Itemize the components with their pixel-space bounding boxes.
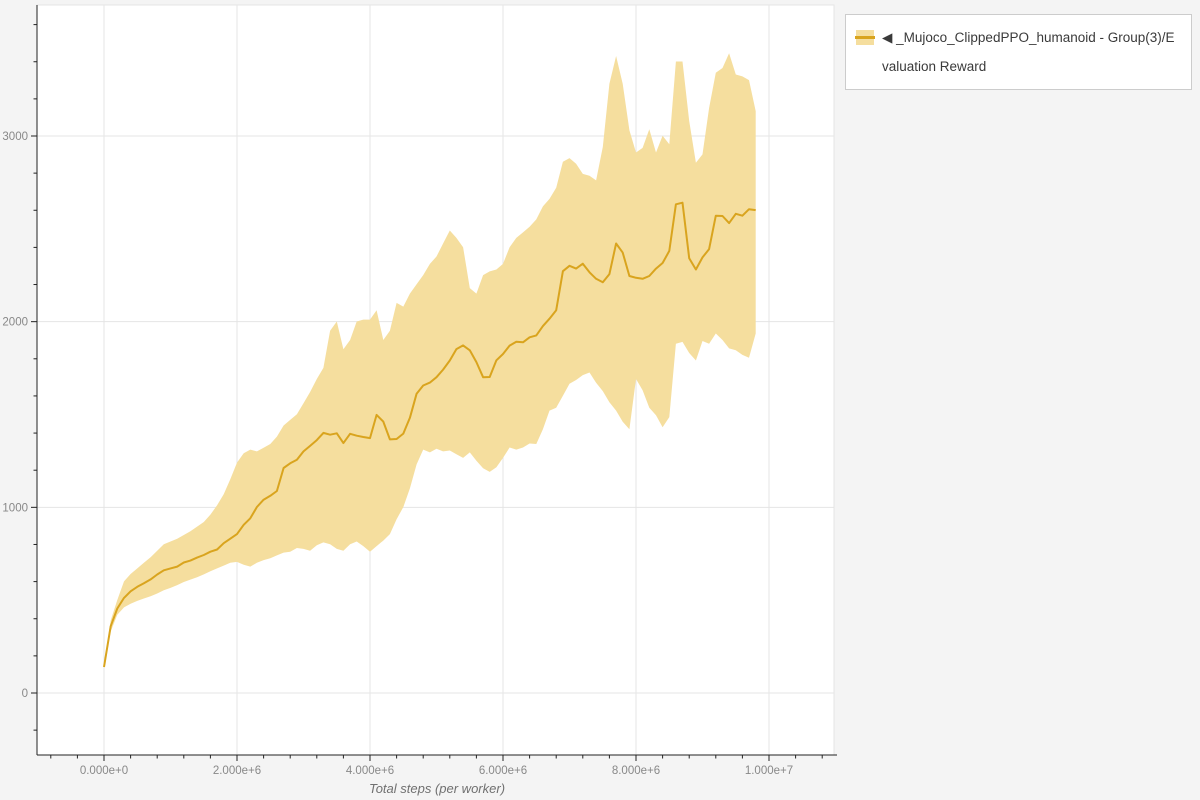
y-tick-label: 2000 [2,317,28,329]
reward-line [103,201,756,668]
series-swatch-icon [855,30,875,45]
y-tick-label: 1000 [2,502,28,514]
y-tick-label: 3000 [2,131,28,143]
y-tick-label: 0 [22,688,28,700]
x-tick-label: 6.000e+6 [479,765,527,777]
x-axis-title: Total steps (per worker) [368,781,506,796]
x-tick-label: 4.000e+6 [346,765,394,777]
confidence-band [104,53,756,669]
line-swatch [855,36,875,39]
legend-label: ◀ _Mujoco_ClippedPPO_humanoid - Group(3)… [882,30,1175,74]
legend[interactable]: ◀ _Mujoco_ClippedPPO_humanoid - Group(3)… [845,14,1192,90]
x-tick-label: 1.000e+7 [745,765,793,777]
legend-entry[interactable]: ◀ _Mujoco_ClippedPPO_humanoid - Group(3)… [855,23,1181,81]
x-tick-label: 0.000e+0 [80,765,128,777]
x-tick-label: 8.000e+6 [612,765,660,777]
x-tick-label: 2.000e+6 [213,765,261,777]
